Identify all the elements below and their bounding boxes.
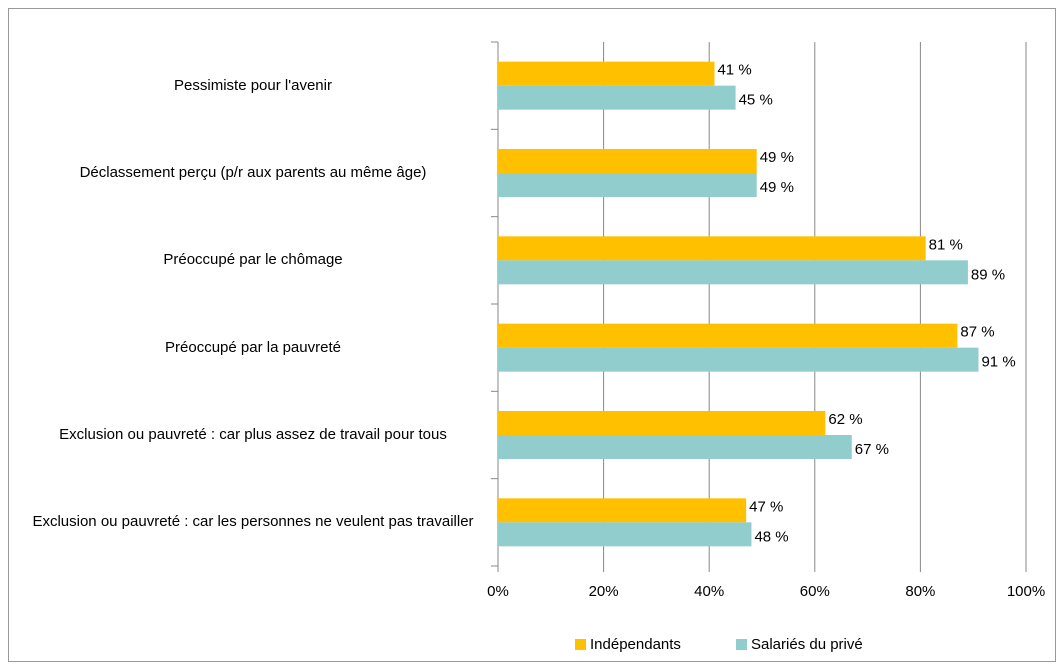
x-tick-label: 80%: [905, 583, 935, 600]
legend-label: Indépendants: [590, 636, 681, 653]
y-tick-label: Exclusion ou pauvreté : car les personne…: [32, 513, 474, 531]
y-tick-label: Préoccupé par le chômage: [163, 251, 343, 269]
bar: [498, 173, 757, 197]
y-tick-label: Pessimiste pour l'avenir: [174, 76, 332, 94]
x-tick-label: 60%: [800, 583, 830, 600]
value-label: 87 %: [960, 324, 994, 341]
y-tick-label: Préoccupé par la pauvreté: [165, 338, 341, 356]
bar: [498, 260, 968, 285]
bar: [498, 522, 752, 547]
legend-swatch: [736, 639, 747, 650]
value-label: 45 %: [739, 92, 773, 109]
x-tick-label: 40%: [694, 583, 724, 600]
frame: [8, 8, 1056, 662]
value-label: 81 %: [929, 236, 963, 253]
bar: [498, 61, 715, 86]
bar: [498, 411, 826, 435]
x-tick-label: 100%: [1007, 583, 1045, 600]
x-tick-label: 0%: [487, 583, 509, 600]
bar: [498, 347, 979, 372]
x-tick-label: 20%: [589, 583, 619, 600]
bar: [498, 236, 926, 261]
value-label: 91 %: [981, 354, 1015, 371]
bar: [498, 498, 747, 523]
value-label: 62 %: [828, 411, 862, 428]
value-label: 49 %: [760, 179, 794, 196]
legend-label: Salariés du privé: [751, 636, 863, 653]
value-label: 47 %: [749, 498, 783, 515]
bar: [498, 85, 736, 110]
value-label: 89 %: [971, 266, 1005, 283]
value-label: 41 %: [717, 62, 751, 79]
value-label: 67 %: [855, 441, 889, 458]
legend-swatch: [575, 639, 586, 650]
value-label: 49 %: [760, 149, 794, 166]
y-tick-label: Déclassement perçu (p/r aux parents au m…: [79, 164, 427, 181]
bar: [498, 435, 852, 459]
value-label: 48 %: [754, 528, 788, 545]
bar: [498, 149, 757, 173]
y-tick-label: Exclusion ou pauvreté : car plus assez d…: [59, 426, 447, 443]
bar: [498, 323, 958, 348]
